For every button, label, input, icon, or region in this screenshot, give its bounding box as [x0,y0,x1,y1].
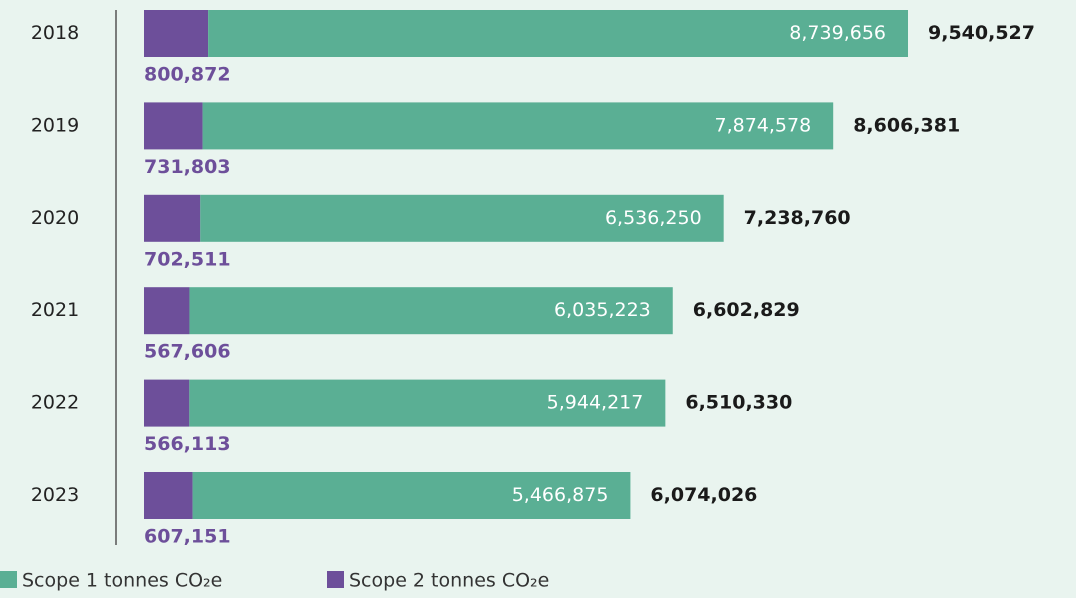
value-label: 8,739,656 [789,22,886,44]
bar-segment [144,194,201,242]
value-label: 7,874,578 [714,114,811,136]
bar-segment [192,472,631,519]
category-label: 2020 [31,207,79,229]
legend-label: Scope 2 tonnes CO₂e [349,570,549,592]
bar-segment [189,379,666,427]
value-label: 6,536,250 [605,207,702,229]
legend-label: Scope 1 tonnes CO₂e [22,570,222,592]
total-label: 7,238,760 [744,207,851,229]
total-label: 6,510,330 [685,392,792,414]
category-label: 2019 [31,114,79,136]
bar-segment [200,194,724,242]
total-label: 9,540,527 [928,22,1035,44]
value-label: 702,511 [144,248,231,270]
total-label: 6,602,829 [693,299,800,321]
bar-segment [144,102,203,150]
category-label: 2022 [31,392,79,414]
bar-segment [202,102,834,150]
value-label: 5,466,875 [512,484,609,506]
value-label: 5,944,217 [547,392,644,414]
total-label: 8,606,381 [853,114,960,136]
bar-segment [144,472,193,519]
legend-swatch [327,571,344,588]
legend-swatch [0,571,17,588]
bar-segment [208,10,909,57]
category-label: 2018 [31,22,79,44]
category-label: 2021 [31,299,79,321]
bar-segment [189,287,673,335]
bar-segment [144,287,190,335]
value-label: 566,113 [144,433,231,455]
value-label: 607,151 [144,526,231,548]
bar-segment [144,379,190,427]
value-label: 800,872 [144,64,231,86]
value-label: 567,606 [144,341,231,363]
category-label: 2023 [31,484,79,506]
total-label: 6,074,026 [650,484,757,506]
value-label: 6,035,223 [554,299,651,321]
value-label: 731,803 [144,156,231,178]
bar-segment [144,10,209,57]
